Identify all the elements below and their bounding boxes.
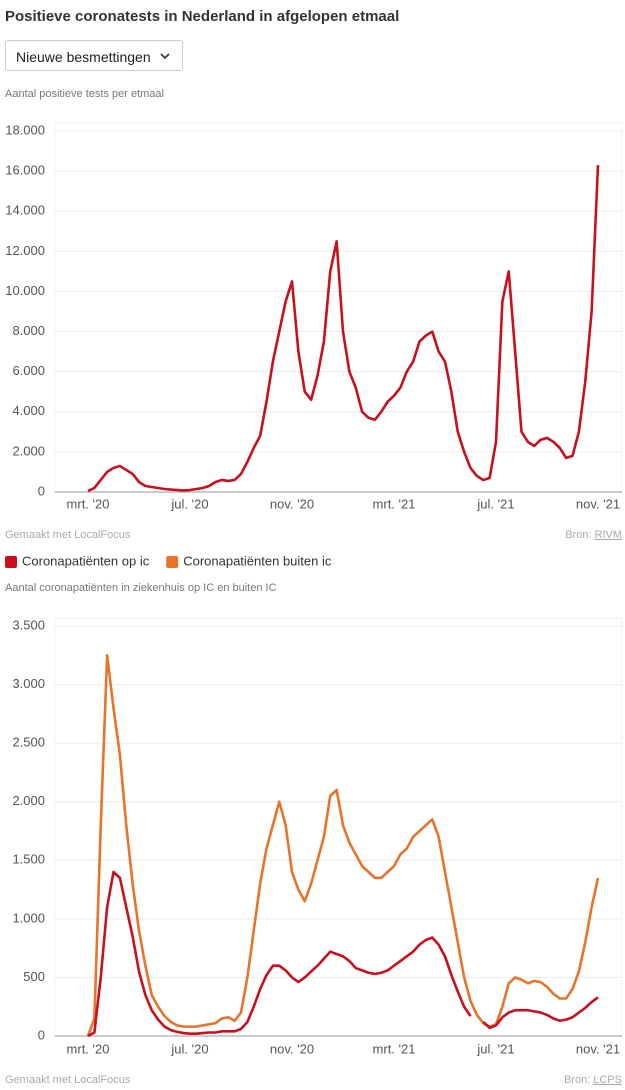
page-title: Positieve coronatests in Nederland in af… (5, 8, 399, 25)
y-tick-label: 2.500 (12, 735, 45, 750)
x-tick-label: jul. '20 (170, 496, 208, 511)
chart-subtitle: Aantal coronapatiënten in ziekenhuis op … (5, 582, 277, 594)
x-tick-label: nov. '20 (270, 496, 314, 511)
y-tick-label: 1.500 (12, 852, 45, 867)
y-tick-label: 2.000 (12, 443, 45, 458)
y-tick-label: 4.000 (12, 403, 45, 418)
source-label: Bron: (564, 1074, 590, 1086)
dropdown-label: Nieuwe besmettingen (16, 49, 151, 65)
y-tick-label: 2.000 (12, 793, 45, 808)
y-tick-label: 0 (38, 483, 45, 498)
y-tick-label: 3.000 (12, 676, 45, 691)
y-tick-label: 18.000 (5, 122, 45, 137)
plot-area (54, 617, 623, 1037)
x-tick-label: nov. '21 (576, 496, 620, 511)
series-line (87, 870, 599, 1038)
legend-swatch (5, 556, 17, 568)
legend-label: Coronapatiënten buiten ic (183, 553, 332, 568)
series-line (86, 653, 600, 1037)
y-tick-label: 12.000 (5, 243, 45, 258)
source: LCPS (593, 1074, 622, 1086)
y-tick-label: 3.500 (12, 617, 45, 632)
legend-label: Coronapatiënten op ic (22, 553, 150, 568)
x-tick-label: mrt. '21 (373, 496, 416, 511)
x-tick-label: jul. '21 (476, 1041, 514, 1056)
x-tick-label: jul. '21 (476, 496, 514, 511)
x-tick-label: jul. '20 (170, 1041, 208, 1056)
legend-swatch (166, 556, 179, 568)
y-tick-label: 0 (38, 1027, 45, 1042)
credit: Gemaakt met LocalFocus (5, 1074, 131, 1086)
y-tick-label: 16.000 (5, 163, 45, 178)
credit: Gemaakt met LocalFocus (5, 529, 131, 541)
x-tick-label: mrt. '20 (67, 1041, 110, 1056)
x-tick-label: mrt. '21 (373, 1041, 416, 1056)
y-tick-label: 14.000 (5, 203, 45, 218)
series-line (87, 165, 600, 493)
y-tick-label: 8.000 (12, 323, 45, 338)
x-tick-label: nov. '20 (270, 1041, 314, 1056)
y-tick-label: 6.000 (12, 363, 45, 378)
y-tick-label: 1.000 (12, 910, 45, 925)
dropdown[interactable]: Nieuwe besmettingen (5, 40, 183, 71)
source: RIVM (595, 529, 623, 541)
chart-subtitle: Aantal positieve tests per etmaal (5, 88, 164, 100)
y-tick-label: 10.000 (5, 283, 45, 298)
y-tick-label: 500 (23, 969, 45, 984)
x-tick-label: mrt. '20 (67, 496, 110, 511)
x-tick-label: nov. '21 (576, 1041, 620, 1056)
chevron (160, 53, 170, 60)
plot-area (54, 122, 623, 493)
source-label: Bron: (565, 529, 591, 541)
